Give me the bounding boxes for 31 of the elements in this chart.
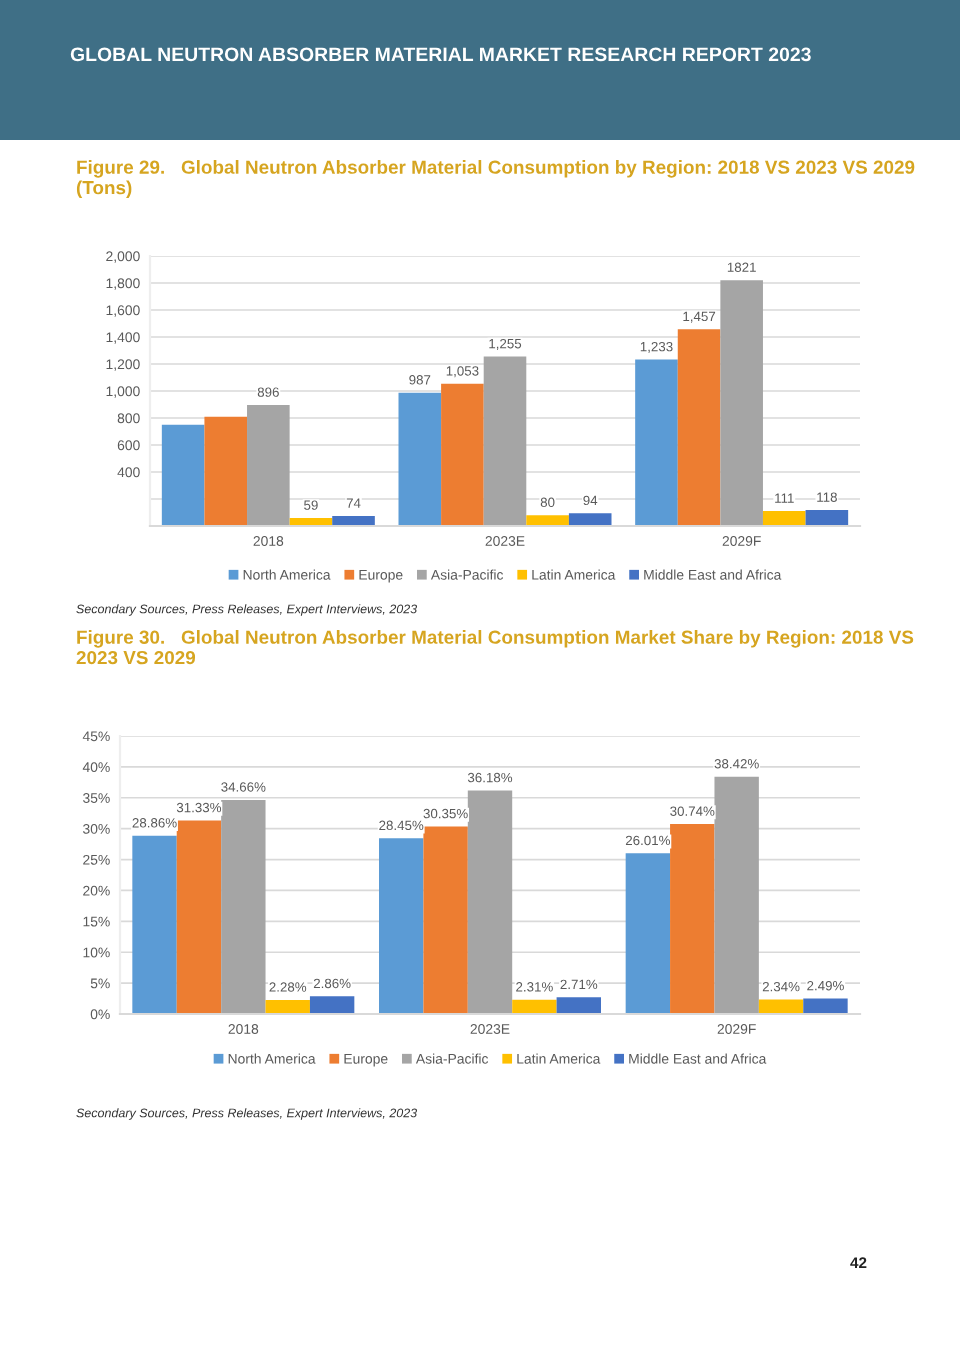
bar <box>332 516 375 526</box>
bar <box>265 999 310 1014</box>
bar <box>161 424 205 526</box>
chart-title: Figure 29. Global Neutron Absorber Material Consumption by Region: 2018 VS 2023 VS 2029 (Tons) <box>76 160 915 199</box>
bar <box>720 280 763 526</box>
bar <box>526 515 569 526</box>
bar <box>625 853 671 1014</box>
chart-title: Figure 30. Global Neutron Absorber Material Consumption Market Share by Region: 2018 VS 2023 VS 2029 <box>76 630 914 665</box>
bar <box>714 776 759 1014</box>
bar <box>423 826 468 1014</box>
bar <box>483 356 527 526</box>
bar <box>635 359 678 526</box>
bar <box>762 511 806 526</box>
bar <box>803 998 848 1014</box>
bar <box>677 329 721 526</box>
bar <box>670 824 715 1014</box>
bar <box>467 790 513 1014</box>
bar <box>247 405 290 526</box>
bar <box>379 838 424 1014</box>
text: GLOBAL NEUTRON ABSORBER MATERIAL MARKET RESEARCH REPORT 2023 <box>70 47 811 62</box>
bar <box>309 996 355 1014</box>
bar <box>441 383 484 526</box>
bar <box>568 513 612 526</box>
bar <box>398 392 442 526</box>
bar <box>556 997 601 1014</box>
bar <box>132 835 177 1014</box>
bar <box>805 510 849 526</box>
bar <box>176 820 222 1014</box>
bar <box>512 999 557 1014</box>
bar <box>221 799 266 1014</box>
bar <box>204 416 248 526</box>
